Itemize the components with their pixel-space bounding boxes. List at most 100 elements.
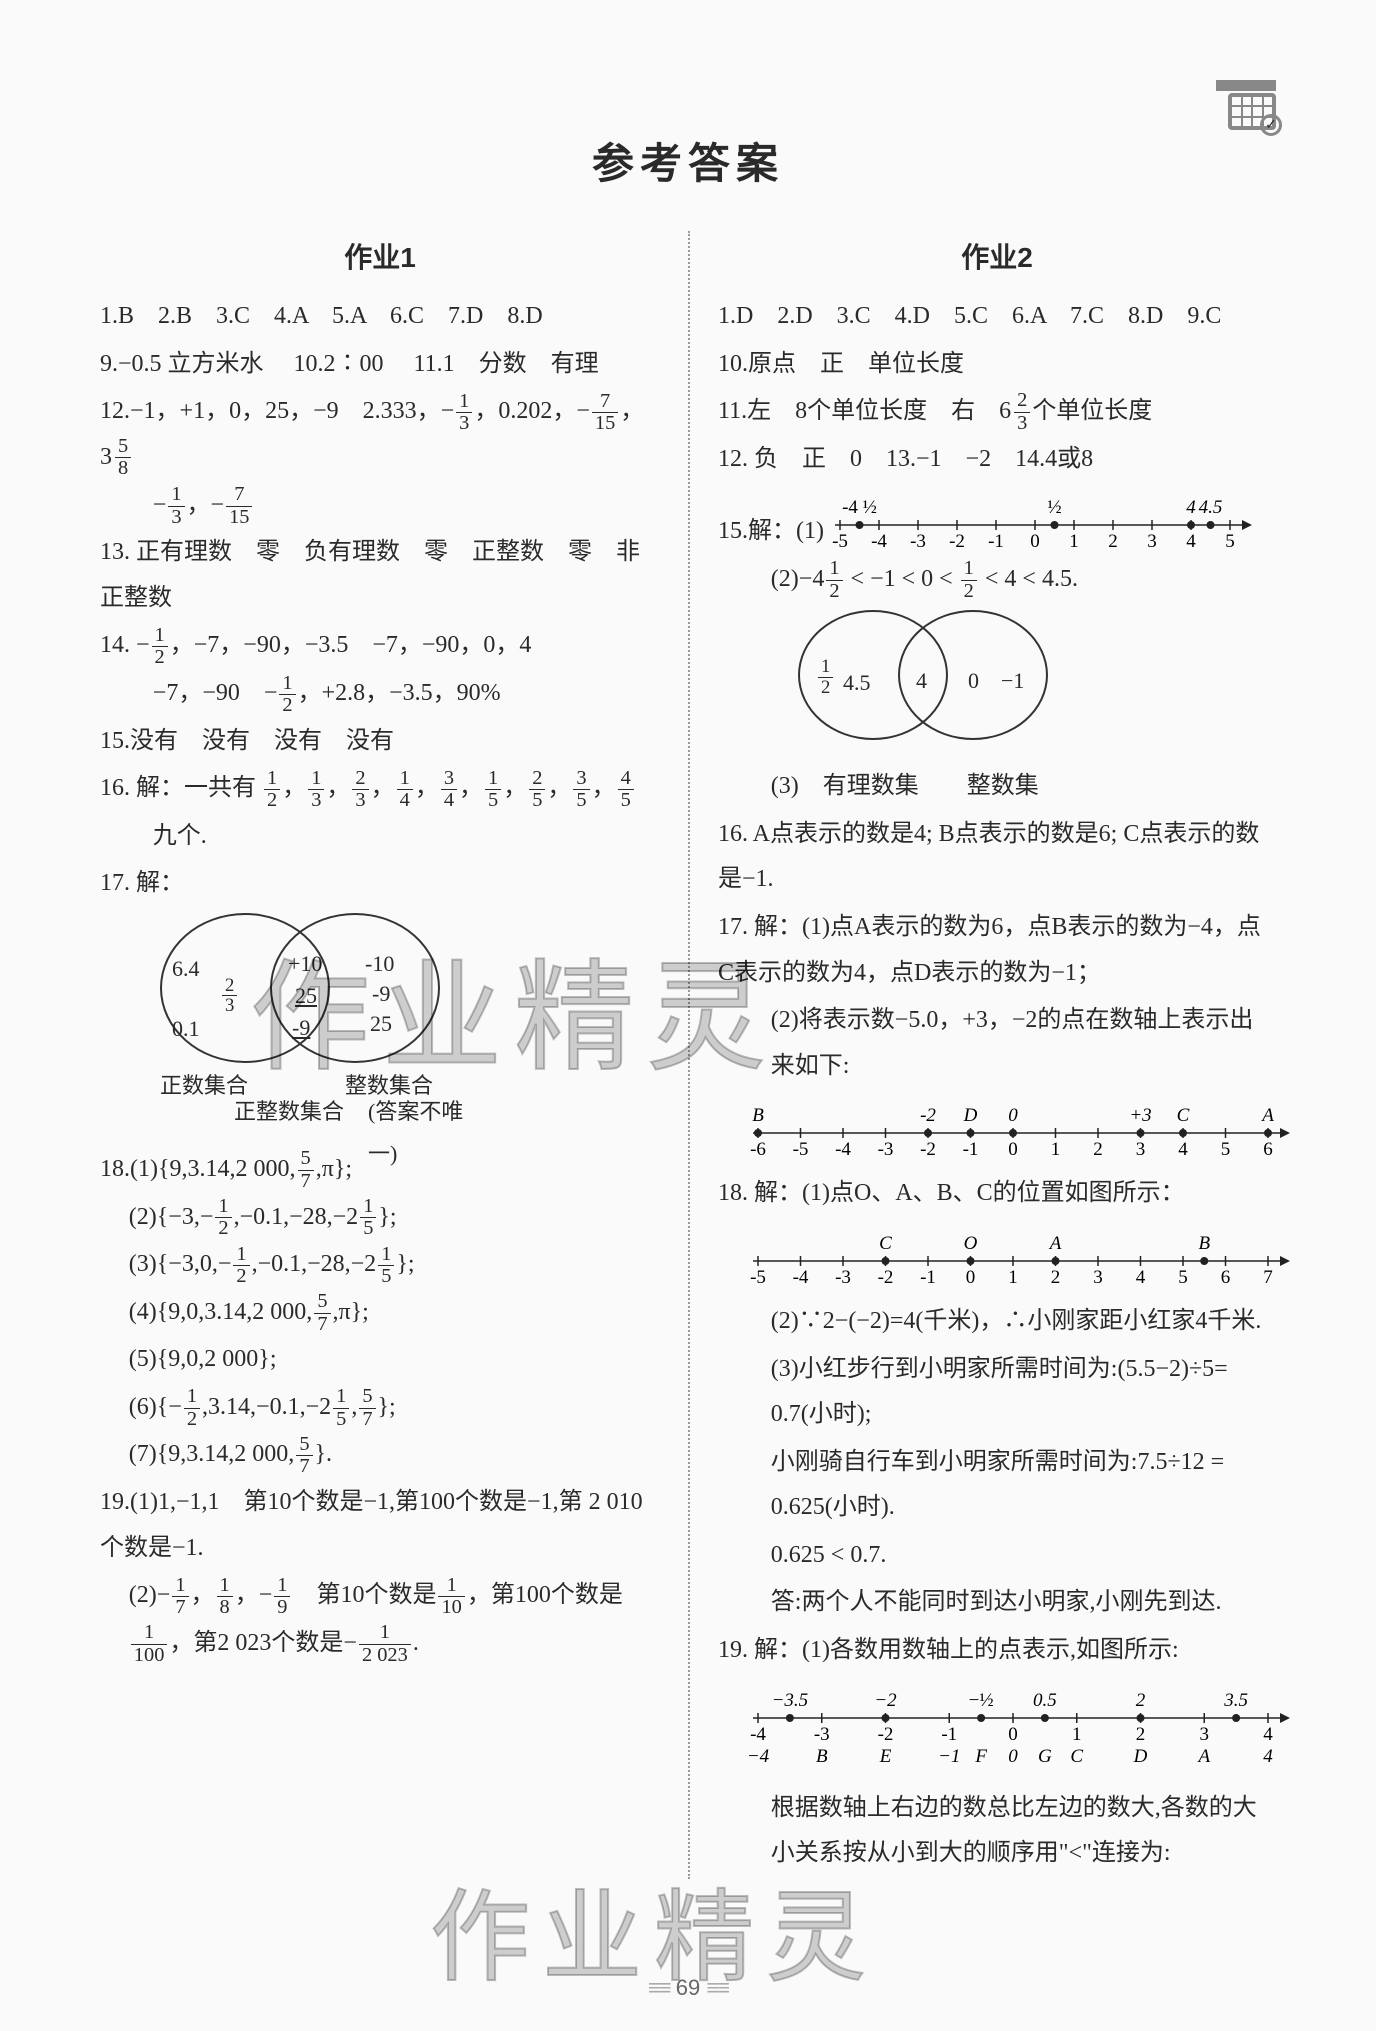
svg-text:−½: −½ — [969, 1690, 994, 1711]
svg-text:3: 3 — [1200, 1724, 1210, 1745]
t: (4){9,0,3.14,2 000, — [129, 1299, 313, 1325]
svg-text:A: A — [1196, 1746, 1210, 1767]
s1-q19-2: (2)−17，18，−19 第10个数是110，第100个数是 — [100, 1573, 660, 1619]
t: ， — [191, 1582, 215, 1608]
frac: 13 — [168, 484, 184, 528]
svg-text:2: 2 — [1093, 1139, 1103, 1160]
t: (7){9,3.14,2 000, — [129, 1441, 295, 1467]
svg-text:-6: -6 — [750, 1139, 766, 1160]
svg-text:5: 5 — [1225, 531, 1235, 552]
svg-text:4: 4 — [1178, 1139, 1188, 1160]
svg-text:3: 3 — [1147, 531, 1157, 552]
frac: 57 — [314, 1291, 330, 1335]
s1-q15: 15.没有 没有 没有 没有 — [100, 719, 660, 765]
svg-text:5: 5 — [1221, 1139, 1231, 1160]
s1-q12-b: ，0.202， — [474, 398, 576, 424]
s2-q15-2: (2)−412 < −1 < 0 < 12 < 4 < 4.5. — [718, 557, 1276, 603]
svg-text:C: C — [879, 1233, 892, 1254]
frac: 12 — [961, 558, 977, 602]
svg-text:1: 1 — [1072, 1724, 1082, 1745]
page-number-value: 69 — [676, 1975, 700, 2000]
svg-text:E: E — [879, 1746, 892, 1767]
svg-text:-5: -5 — [832, 531, 848, 552]
s2-q16: 16. A点表示的数是4; B点表示的数是6; C点表示的数是−1. — [718, 812, 1276, 903]
frac: 12 023 — [359, 1622, 411, 1666]
frac: 57 — [298, 1148, 314, 1192]
frac: 19 — [274, 1575, 290, 1619]
t: . — [413, 1630, 419, 1656]
svg-text:4: 4 — [1136, 1267, 1146, 1288]
s1-q14-l2: −7，−90 −12，+2.8，−3.5，90% — [100, 671, 660, 717]
s1-q9-11: 9.−0.5 立方米水 10.2∶00 11.1 分数 有理 — [100, 342, 660, 388]
s1-q14-b: ，−7，−90，−3.5 −7，−90，0，4 — [170, 632, 532, 658]
svg-text:D: D — [963, 1105, 978, 1126]
frac: 110 — [438, 1575, 464, 1619]
t: 13.−1 −2 — [886, 446, 991, 472]
s2-q18-lead: 18. 解：(1)点O、A、B、C的位置如图所示： — [718, 1171, 1276, 1217]
svg-text:-4 ½: -4 ½ — [842, 497, 877, 518]
frac: 57 — [359, 1386, 375, 1430]
svg-text:5: 5 — [1178, 1267, 1188, 1288]
svg-text:½: ½ — [1047, 497, 1061, 518]
svg-text:4: 4 — [1186, 531, 1196, 552]
svg-text:G: G — [1038, 1746, 1052, 1767]
t: ,π}; — [316, 1156, 352, 1182]
frac: 12 — [279, 673, 295, 717]
s2-q19-lead: 19. 解：(1)各数用数轴上的点表示,如图所示: — [718, 1628, 1276, 1674]
t: }. — [315, 1441, 333, 1467]
t: 15.解：(1) — [718, 509, 824, 555]
s1-q19-2b: 1100，第2 023个数是−12 023. — [100, 1621, 660, 1667]
svg-text:-3: -3 — [910, 531, 926, 552]
s2-q17-2: (2)将表示数−5.0，+3，−2的点在数轴上表示出来如下: — [718, 998, 1276, 1089]
columns: 作业1 1.B 2.B 3.C 4.A 5.A 6.C 7.D 8.D 9.−0… — [100, 231, 1276, 1879]
svg-text:4: 4 — [1263, 1746, 1273, 1767]
svg-text:-2: -2 — [878, 1724, 894, 1745]
s1-q16-fracs: 12，13，23，14，34，15，25，35，45 — [262, 775, 636, 801]
t: ，第2 023个数是− — [169, 1630, 357, 1656]
page-number: ≡≡ 69 ≡≡ — [0, 1975, 1376, 2001]
svg-text:1: 1 — [1008, 1267, 1018, 1288]
svg-text:-4: -4 — [793, 1267, 809, 1288]
t: ，− — [235, 1582, 273, 1608]
s1-q14-d: ，+2.8，−3.5，90% — [298, 680, 501, 706]
svg-text:-1: -1 — [963, 1139, 979, 1160]
svg-text:F: F — [974, 1746, 987, 1767]
svg-text:−3.5: −3.5 — [772, 1690, 809, 1711]
t: (3){−3,0,− — [129, 1251, 232, 1277]
svg-text:2: 2 — [1051, 1267, 1061, 1288]
svg-text:C: C — [1070, 1746, 1083, 1767]
t: }; — [396, 1251, 414, 1277]
s1-q18-6: (6){−12,3.14,−0.1,−215,57}; — [100, 1385, 660, 1431]
svg-text:1: 1 — [1051, 1139, 1061, 1160]
svg-text:A: A — [1260, 1105, 1274, 1126]
svg-text:4.5: 4.5 — [1199, 497, 1223, 518]
svg-text:C: C — [1177, 1105, 1190, 1126]
s1-q13: 13. 正有理数 零 负有理数 零 正整数 零 非正整数 — [100, 530, 660, 621]
frac: 15 — [333, 1386, 349, 1430]
frac: 23 — [1014, 390, 1030, 434]
number-line-17: -6-5-4-3-2-10123456B-2D0+3CA — [748, 1093, 1276, 1163]
section1-title: 作业1 — [100, 231, 660, 284]
svg-text:0: 0 — [1008, 1139, 1018, 1160]
t: (2){−3,− — [129, 1204, 214, 1230]
svg-text:−1: −1 — [938, 1746, 960, 1767]
frac: 12 — [184, 1386, 200, 1430]
s2-q1-9: 1.D 2.D 3.C 4.D 5.C 6.A 7.C 8.D 9.C — [718, 294, 1276, 340]
t: < 4 < 4.5. — [979, 566, 1078, 592]
frac: 58 — [115, 436, 131, 480]
svg-text:-2: -2 — [949, 531, 965, 552]
s1-q12-c: ， — [620, 398, 644, 424]
calendar-icon: ✓ — [1206, 80, 1276, 130]
t: < −1 < 0 < — [845, 566, 959, 592]
svg-text:-2: -2 — [920, 1105, 936, 1126]
svg-text:B: B — [752, 1105, 764, 1126]
svg-text:0.5: 0.5 — [1033, 1690, 1057, 1711]
t: 14.4或8 — [1015, 446, 1093, 472]
svg-text:B: B — [816, 1746, 828, 1767]
svg-text:2: 2 — [1108, 531, 1118, 552]
svg-text:2: 2 — [1136, 1724, 1146, 1745]
svg-text:-3: -3 — [878, 1139, 894, 1160]
svg-text:B: B — [1198, 1233, 1210, 1254]
s2-q10: 10.原点 正 单位长度 — [718, 342, 1276, 388]
svg-text:−4: −4 — [747, 1746, 770, 1767]
